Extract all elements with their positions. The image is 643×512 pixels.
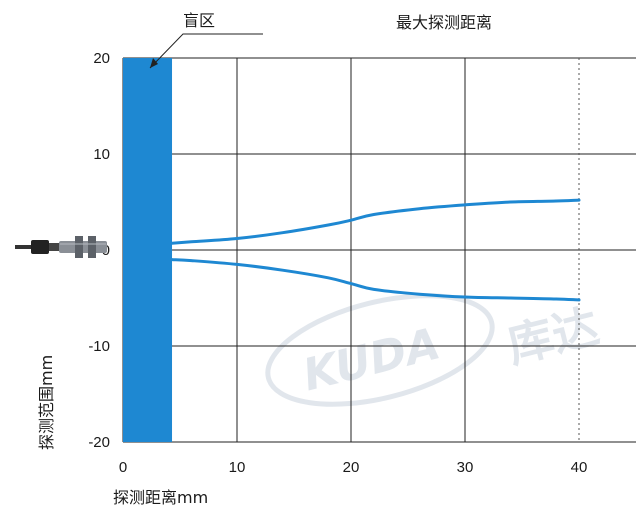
series-group — [170, 198, 581, 302]
x-tick-label: 10 — [229, 459, 246, 476]
x-tick-label: 40 — [571, 459, 588, 476]
blind-zone-label: 盲区 — [183, 11, 215, 30]
sensor-icon — [15, 236, 107, 258]
y-tick-label: 20 — [93, 50, 110, 67]
blind-zone-pointer-arrow — [150, 58, 158, 68]
x-tick-label: 0 — [119, 459, 127, 476]
x-tick-label: 20 — [343, 459, 360, 476]
y-axis-label: 探测范围mm — [37, 355, 56, 450]
max-distance-label: 最大探测距离 — [396, 13, 492, 32]
grid — [122, 57, 636, 443]
blind-zone-bar — [123, 58, 173, 442]
watermark-ellipse — [265, 293, 495, 407]
y-tick-label: -10 — [88, 338, 110, 355]
y-tick-label: 10 — [93, 146, 110, 163]
x-tick-label: 30 — [457, 459, 474, 476]
y-tick-labels: 20100-10-20 — [88, 50, 110, 451]
series-line-2 — [170, 258, 581, 302]
x-axis-label: 探测距离mm — [113, 488, 208, 507]
watermark-cjk: 库达 — [502, 299, 604, 374]
series-line-1 — [170, 198, 581, 245]
x-tick-labels: 0 10 20 30 40 — [119, 459, 588, 476]
y-tick-label: -20 — [88, 434, 110, 451]
blind-zone-pointer — [149, 33, 263, 69]
